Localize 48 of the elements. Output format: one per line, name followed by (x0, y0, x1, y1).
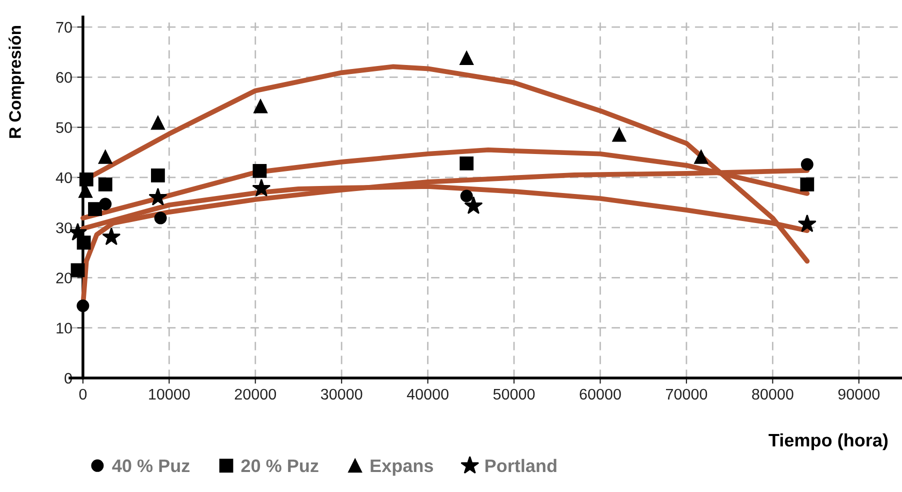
point (76, 300, 90, 312)
point (148, 188, 168, 206)
y-axis-title: R Compresión (8, 26, 24, 138)
y-tick-label: 40 (56, 172, 72, 184)
point (798, 214, 816, 232)
x-tick-label: 10000 (149, 388, 190, 400)
x-tick-label: 80000 (752, 388, 794, 400)
point (78, 184, 92, 198)
x-tick-label: 30000 (320, 388, 362, 400)
point (800, 178, 814, 192)
point (252, 164, 267, 178)
legend-label: Expans (370, 460, 434, 476)
point (98, 150, 112, 164)
x-tick-label: 60000 (580, 388, 621, 400)
point (70, 263, 85, 278)
point (150, 116, 165, 130)
point (460, 156, 474, 170)
point (102, 227, 121, 246)
point (612, 128, 626, 142)
y-tick-label: 70 (56, 22, 72, 33)
x-axis-title: Tiempo (hora) (768, 433, 888, 450)
y-tick-label: 50 (56, 122, 72, 133)
x-tick-label: 40000 (406, 388, 448, 400)
legend-label: Portland (486, 458, 556, 472)
x-tick-label: 70000 (666, 388, 708, 400)
point (70, 222, 88, 241)
y-tick-label: 20 (56, 272, 72, 284)
point (150, 168, 165, 182)
point (98, 178, 112, 192)
point (460, 190, 473, 202)
y-tick-label: 10 (56, 322, 72, 334)
x-tick-label: 50000 (493, 388, 535, 400)
point (694, 150, 708, 164)
point (800, 158, 814, 171)
y-tick-label: 60 (56, 72, 72, 83)
x-tick-label: 20000 (234, 388, 276, 400)
legend-label: 40 % Puz (112, 459, 190, 472)
point (464, 196, 483, 214)
point (88, 202, 102, 216)
point (460, 51, 474, 66)
x-tick-label: 90000 (838, 388, 880, 400)
point (254, 99, 268, 114)
legend-label: 20 % Puz (241, 459, 318, 472)
point (79, 172, 94, 186)
y-tick-label: 30 (56, 222, 72, 234)
x-tick-label: 0 (79, 388, 87, 400)
point (252, 178, 271, 196)
point (154, 212, 167, 224)
